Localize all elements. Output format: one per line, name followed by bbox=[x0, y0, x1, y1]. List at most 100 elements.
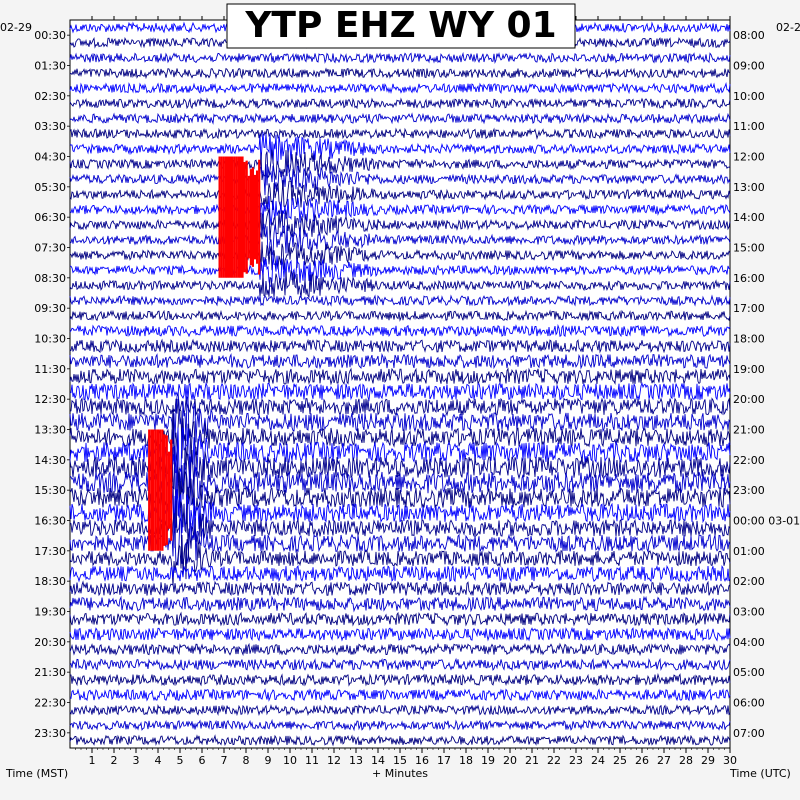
left-time-label: 16:30 bbox=[34, 515, 66, 528]
trace-row-11 bbox=[69, 164, 731, 196]
right-time-label: 16:00 bbox=[733, 272, 765, 285]
x-axis-label: + Minutes bbox=[372, 767, 428, 780]
left-time-label: 14:30 bbox=[34, 454, 66, 467]
trace-row-12 bbox=[69, 180, 731, 211]
left-time-label: 04:30 bbox=[34, 151, 66, 164]
x-tick-label-23: 23 bbox=[569, 754, 583, 767]
right-time-label: 23:00 bbox=[733, 484, 765, 497]
left-axis-label: Time (MST) bbox=[5, 767, 68, 780]
trace-row-19 bbox=[69, 294, 731, 307]
left-time-label: 19:30 bbox=[34, 606, 66, 619]
left-time-label: 00:30 bbox=[34, 29, 66, 42]
x-tick-label-8: 8 bbox=[243, 754, 250, 767]
trace-row-32 bbox=[69, 469, 731, 534]
trace-row-9 bbox=[69, 132, 731, 166]
title-box bbox=[226, 3, 576, 49]
trace-row-25 bbox=[69, 381, 731, 402]
right-time-label: 19:00 bbox=[733, 363, 765, 376]
top-right-date: 02-2 bbox=[776, 21, 800, 34]
right-time-label: 22:00 bbox=[733, 454, 765, 467]
x-tick-label-9: 9 bbox=[265, 754, 272, 767]
right-time-label: 17:00 bbox=[733, 302, 765, 315]
right-time-label: 03:00 bbox=[733, 606, 765, 619]
trace-row-45 bbox=[69, 688, 731, 702]
trace-row-5 bbox=[69, 81, 731, 95]
trace-row-13 bbox=[69, 195, 731, 226]
trace-row-23 bbox=[69, 352, 731, 370]
right-time-label: 01:00 bbox=[733, 545, 765, 558]
trace-row-18 bbox=[69, 269, 731, 299]
right-time-label: 14:00 bbox=[733, 211, 765, 224]
left-time-label: 07:30 bbox=[34, 242, 66, 255]
left-time-label: 12:30 bbox=[34, 393, 66, 406]
trace-row-16 bbox=[69, 241, 731, 271]
trace-row-43 bbox=[69, 657, 731, 671]
right-time-label: 04:00 bbox=[733, 636, 765, 649]
x-tick-label-21: 21 bbox=[525, 754, 539, 767]
traces-group bbox=[69, 21, 731, 747]
trace-row-38 bbox=[69, 580, 731, 597]
x-tick-label-3: 3 bbox=[133, 754, 140, 767]
left-time-label: 20:30 bbox=[34, 636, 66, 649]
left-time-label: 03:30 bbox=[34, 120, 66, 133]
trace-row-4 bbox=[69, 67, 731, 80]
x-tick-label-24: 24 bbox=[591, 754, 605, 767]
trace-row-21 bbox=[69, 323, 731, 338]
x-tick-label-30: 30 bbox=[723, 754, 737, 767]
left-time-label: 08:30 bbox=[34, 272, 66, 285]
left-time-label: 11:30 bbox=[34, 363, 66, 376]
trace-row-41 bbox=[69, 626, 731, 642]
trace-row-35 bbox=[69, 516, 731, 566]
left-time-label: 01:30 bbox=[34, 60, 66, 73]
trace-row-24 bbox=[69, 367, 731, 386]
trace-row-27 bbox=[69, 392, 731, 444]
trace-row-37 bbox=[69, 564, 731, 583]
trace-row-46 bbox=[69, 703, 731, 717]
x-tick-label-20: 20 bbox=[503, 754, 517, 767]
x-tick-label-13: 13 bbox=[349, 754, 363, 767]
top-left-date: 02-29 bbox=[0, 21, 32, 34]
right-time-label: 12:00 bbox=[733, 151, 765, 164]
trace-row-15 bbox=[69, 223, 731, 256]
left-time-label: 05:30 bbox=[34, 181, 66, 194]
x-tick-label-19: 19 bbox=[481, 754, 495, 767]
left-time-label: 18:30 bbox=[34, 575, 66, 588]
left-time-label: 09:30 bbox=[34, 302, 66, 315]
trace-row-14 bbox=[69, 208, 731, 241]
right-time-label: 20:00 bbox=[733, 393, 765, 406]
x-tick-label-7: 7 bbox=[221, 754, 228, 767]
chart-title: YTP EHZ WY 01 bbox=[244, 5, 556, 46]
trace-row-39 bbox=[69, 595, 731, 613]
trace-row-33 bbox=[69, 486, 731, 536]
x-tick-label-15: 15 bbox=[393, 754, 407, 767]
trace-row-47 bbox=[69, 718, 731, 732]
trace-row-26 bbox=[69, 397, 731, 417]
x-tick-label-18: 18 bbox=[459, 754, 473, 767]
right-time-label: 18:00 bbox=[733, 333, 765, 346]
trace-row-8 bbox=[69, 127, 731, 140]
right-time-label: 21:00 bbox=[733, 424, 765, 437]
right-time-label: 02:00 bbox=[733, 575, 765, 588]
x-tick-label-5: 5 bbox=[177, 754, 184, 767]
trace-row-10 bbox=[69, 150, 731, 181]
left-time-label: 17:30 bbox=[34, 545, 66, 558]
trace-row-48 bbox=[69, 734, 731, 747]
x-tick-label-16: 16 bbox=[415, 754, 429, 767]
x-tick-label-11: 11 bbox=[305, 754, 319, 767]
x-tick-label-27: 27 bbox=[657, 754, 671, 767]
trace-row-28 bbox=[69, 405, 731, 468]
x-tick-label-10: 10 bbox=[283, 754, 297, 767]
left-time-label: 10:30 bbox=[34, 333, 66, 346]
right-time-label: 05:00 bbox=[733, 666, 765, 679]
trace-row-36 bbox=[69, 534, 731, 586]
plot-area bbox=[69, 19, 731, 749]
trace-row-44 bbox=[69, 672, 731, 687]
left-time-label: 21:30 bbox=[34, 666, 66, 679]
x-tick-label-6: 6 bbox=[199, 754, 206, 767]
trace-row-17 bbox=[69, 254, 731, 288]
right-time-label: 06:00 bbox=[733, 697, 765, 710]
trace-row-42 bbox=[69, 642, 731, 657]
trace-row-6 bbox=[69, 97, 731, 110]
x-tick-label-25: 25 bbox=[613, 754, 627, 767]
right-time-label: 11:00 bbox=[733, 120, 765, 133]
